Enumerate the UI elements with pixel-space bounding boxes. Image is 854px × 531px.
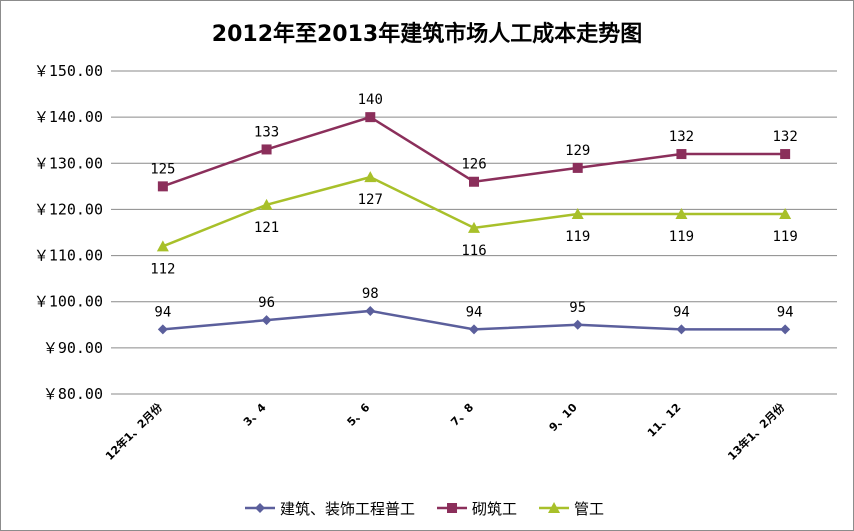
data-point (261, 144, 272, 155)
series-group: 94 96 98 94 95 94 94 125 133 140 126 129 132 132 112 12… (150, 92, 798, 335)
legend-label: 管工 (574, 500, 604, 518)
y-tick-label: ￥150.00 (34, 62, 103, 80)
data-point (675, 208, 688, 220)
data-label: 126 (461, 157, 486, 173)
series-1: 125 133 140 126 129 132 132 (150, 92, 798, 192)
data-label: 98 (362, 286, 379, 302)
data-label: 94 (673, 304, 690, 320)
data-point (780, 149, 791, 160)
data-label: 127 (358, 192, 383, 208)
legend-label: 建筑、装饰工程普工 (280, 500, 415, 518)
data-point (571, 208, 584, 220)
gridlines (111, 70, 837, 395)
y-tick-label: ￥140.00 (34, 108, 103, 126)
legend-marker (548, 502, 561, 513)
y-tick-label: ￥110.00 (34, 247, 103, 265)
data-point (260, 198, 273, 210)
y-tick-label: ￥90.00 (43, 339, 103, 357)
legend-item: 砌筑工 (437, 500, 517, 518)
x-tick-label: 11、12 (645, 401, 684, 440)
x-axis-ticks: 12年1、2月份 3、4 5、6 7、8 9、10 11、12 13年1、2月份 (102, 400, 788, 463)
y-axis-ticks: ￥150.00 ￥140.00 ￥130.00 ￥120.00 ￥110.00 ￥100.… (34, 62, 103, 403)
data-point (780, 324, 791, 335)
chart-title: 2012年至2013年建筑市场人工成本走势图 (212, 21, 642, 47)
data-label: 94 (777, 304, 794, 320)
data-label: 132 (772, 129, 797, 145)
data-point (157, 324, 168, 335)
y-tick-label: ￥80.00 (43, 385, 103, 403)
data-label: 133 (254, 124, 279, 140)
data-label: 140 (358, 92, 383, 108)
data-point (468, 221, 480, 233)
x-tick-label: 3、4 (241, 401, 269, 429)
data-label: 129 (565, 143, 590, 159)
series-0: 94 96 98 94 95 94 94 (154, 286, 794, 335)
data-point (365, 305, 376, 316)
data-label: 94 (466, 304, 483, 320)
data-point (572, 319, 583, 330)
data-point (157, 181, 168, 192)
y-tick-label: ￥100.00 (34, 293, 103, 311)
legend-marker (255, 503, 265, 513)
data-point (572, 162, 583, 173)
legend-label: 砌筑工 (472, 500, 517, 518)
legend-item: 管工 (539, 500, 604, 518)
data-point (676, 149, 687, 160)
data-point (469, 324, 479, 335)
data-label: 119 (565, 229, 590, 245)
legend-marker (447, 503, 458, 513)
x-tick-label: 12年1、2月份 (102, 400, 165, 463)
y-tick-label: ￥120.00 (34, 200, 103, 218)
data-label: 132 (669, 129, 694, 145)
data-label: 94 (154, 304, 171, 320)
data-label: 125 (150, 161, 175, 177)
data-label: 116 (461, 243, 486, 259)
data-label: 112 (150, 261, 175, 277)
data-label: 119 (772, 229, 797, 245)
data-point (364, 171, 377, 183)
y-tick-label: ￥130.00 (34, 154, 103, 172)
series-2: 112 121 127 116 119 119 119 (150, 171, 798, 277)
data-point (156, 240, 169, 252)
data-label: 121 (254, 220, 279, 236)
legend: 建筑、装饰工程普工 砌筑工 管工 (245, 500, 604, 518)
x-tick-label: 7、8 (448, 401, 476, 429)
data-label: 119 (669, 229, 694, 245)
data-label: 95 (569, 300, 586, 316)
data-point (676, 324, 687, 335)
x-tick-label: 13年1、2月份 (725, 400, 788, 463)
x-tick-label: 9、10 (547, 401, 580, 434)
data-label: 96 (258, 295, 275, 311)
data-point (261, 315, 272, 326)
data-point (779, 208, 792, 220)
data-point (365, 112, 376, 123)
legend-item: 建筑、装饰工程普工 (245, 500, 415, 518)
data-point (469, 176, 479, 187)
x-tick-label: 5、6 (345, 401, 373, 429)
